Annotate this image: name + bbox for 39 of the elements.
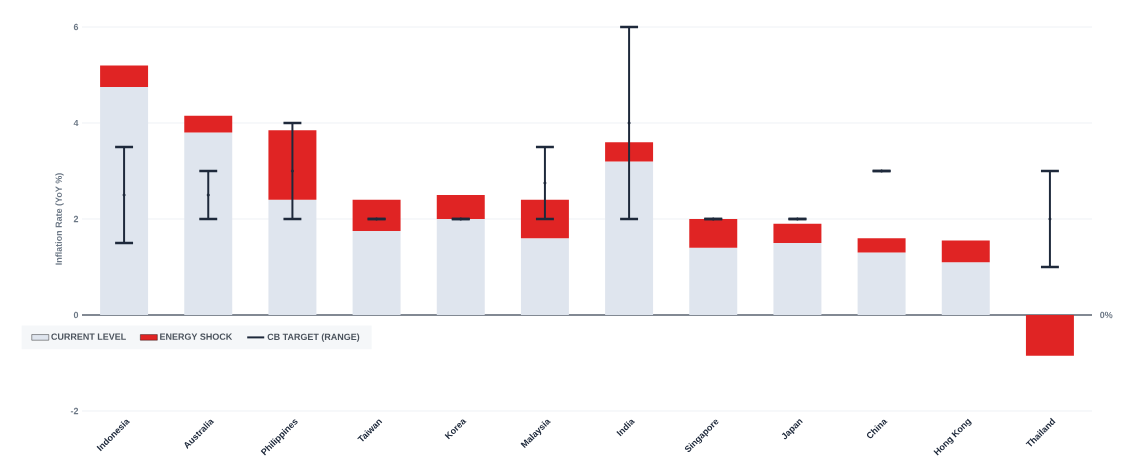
point — [1048, 217, 1052, 221]
bar — [184, 115, 233, 133]
bar — [857, 252, 906, 315]
bar — [689, 247, 738, 315]
bar — [941, 262, 990, 315]
legend-label: CB TARGET (RANGE) — [267, 333, 360, 342]
point — [290, 169, 294, 173]
ref-line-label: 0% — [1100, 311, 1113, 319]
bar — [268, 130, 317, 200]
y-axis-title: Inflation Rate (YoY %) — [55, 173, 64, 265]
bar — [605, 161, 654, 315]
legend-label: ENERGY SHOCK — [160, 333, 233, 340]
bar — [436, 219, 485, 315]
bar — [773, 243, 822, 315]
y-tick-label: 0 — [73, 311, 79, 319]
bar — [268, 199, 317, 315]
bar — [352, 199, 401, 231]
bar — [436, 195, 485, 219]
bar — [1025, 315, 1074, 356]
bar — [100, 87, 149, 315]
y-tick-label: 6 — [73, 23, 79, 31]
bar — [605, 142, 654, 162]
bar — [857, 238, 906, 253]
bar — [184, 132, 233, 315]
bar — [773, 223, 822, 243]
point — [122, 193, 126, 197]
bar — [520, 238, 569, 315]
bar — [100, 65, 149, 87]
bar — [520, 199, 569, 239]
bar — [941, 240, 990, 263]
point — [543, 181, 547, 185]
point — [206, 193, 210, 197]
bar — [689, 219, 738, 248]
y-tick-label: 4 — [73, 119, 79, 127]
y-tick-label: -2 — [70, 407, 79, 415]
y-tick-label: 2 — [73, 215, 79, 223]
legend-label: CURRENT LEVEL — [51, 333, 126, 340]
point — [627, 121, 631, 125]
bar — [352, 231, 401, 315]
